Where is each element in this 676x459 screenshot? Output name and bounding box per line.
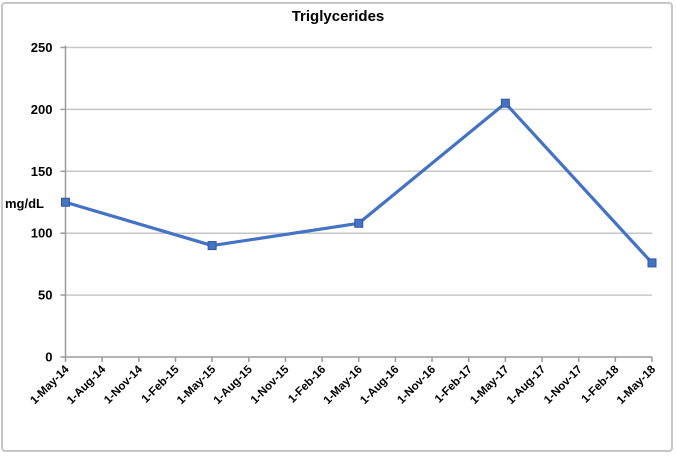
- x-axis-label: 1-May-15: [175, 363, 219, 407]
- x-axis-label: 1-May-18: [615, 363, 659, 407]
- data-point-marker: [61, 197, 70, 207]
- trend-line: [63, 101, 654, 265]
- x-axis-label: 1-Aug-15: [212, 363, 256, 407]
- x-axis-label: 1-Aug-14: [65, 363, 109, 407]
- chart-title: Triglycerides: [291, 8, 385, 25]
- y-tick-label: 100: [31, 226, 53, 241]
- data-point-marker: [500, 98, 510, 108]
- y-tick-label: 200: [31, 102, 53, 117]
- x-axis-label: 1-Nov-15: [249, 363, 292, 406]
- data-point-marker: [354, 218, 364, 228]
- x-axis-label: 1-May-16: [322, 364, 365, 407]
- y-axis-unit-label: mg/dL: [5, 196, 44, 211]
- y-tick-label: 50: [38, 288, 52, 303]
- x-axis-label: 1-May-17: [468, 364, 511, 407]
- y-tick-label: 150: [31, 164, 53, 179]
- y-tick-label: 250: [31, 40, 53, 55]
- x-axis-label: 1-May-14: [28, 363, 72, 407]
- x-axis-label: 1-Nov-16: [395, 364, 438, 407]
- x-axis-label: 1-Nov-17: [542, 364, 585, 407]
- data-point-marker: [647, 258, 657, 268]
- y-tick-label: 0: [45, 350, 52, 365]
- x-axis-label: 1-Aug-16: [358, 364, 401, 407]
- x-axis-label: 1-Nov-14: [102, 363, 145, 406]
- data-point-marker: [207, 241, 217, 251]
- x-axis-label: 1-Aug-17: [505, 364, 548, 407]
